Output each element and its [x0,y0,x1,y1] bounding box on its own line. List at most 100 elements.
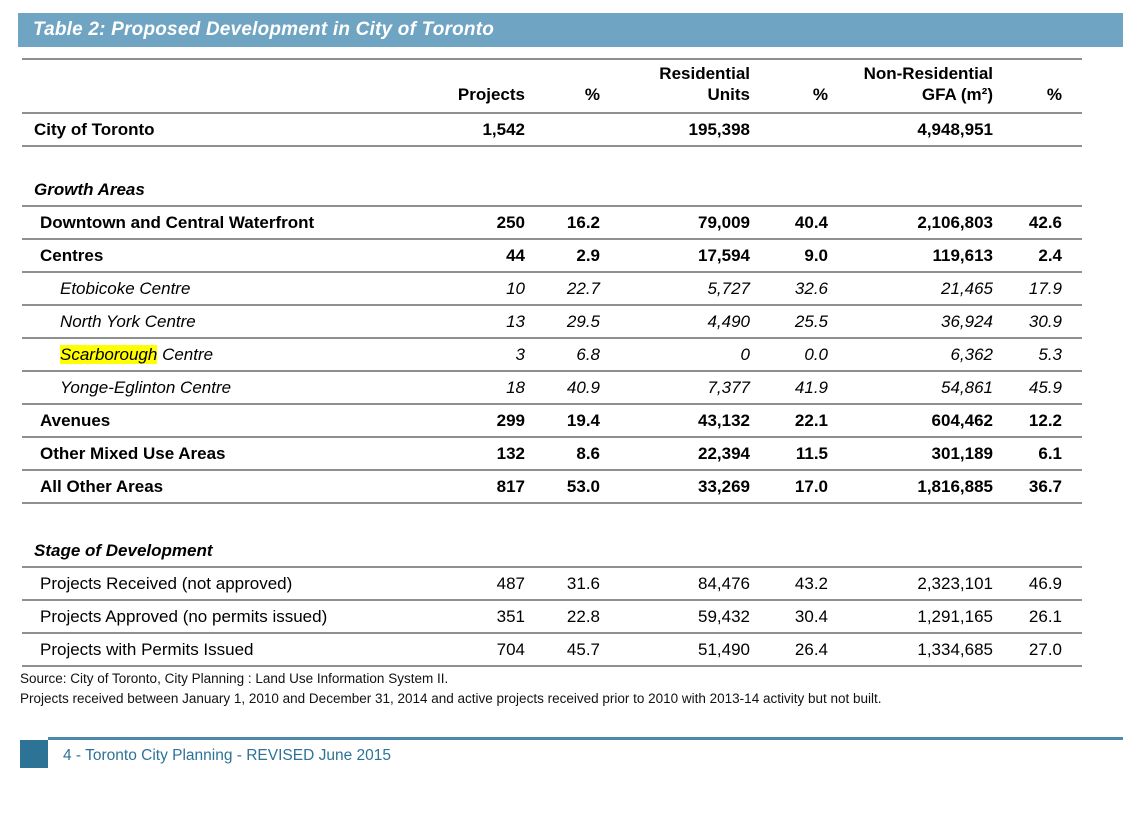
cell-projects: 351 [367,600,539,634]
cell-percent: 43.2 [764,567,842,601]
cell-percent: 30.9 [1007,305,1082,339]
spacer-row [22,503,1082,535]
cell-percent: 31.6 [539,567,614,601]
row-label: All Other Areas [22,470,367,504]
cell-percent: 2.9 [539,239,614,273]
header-percent-3: % [1007,59,1082,114]
cell-percent: 32.6 [764,272,842,306]
cell-percent: 45.7 [539,633,614,667]
row-label: Projects Approved (no permits issued) [22,600,367,634]
cell-units: 22,394 [614,437,764,471]
cell-percent: 6.8 [539,338,614,372]
cell-percent: 9.0 [764,239,842,273]
table-row-projects-permits: Projects with Permits Issued 704 45.7 51… [22,633,1082,667]
cell-projects: 3 [367,338,539,372]
table-row-all-other-areas: All Other Areas 817 53.0 33,269 17.0 1,8… [22,470,1082,504]
highlighted-text: Scarborough [60,344,158,364]
row-label: Projects Received (not approved) [22,567,367,601]
cell-projects: 13 [367,305,539,339]
cell-units: 4,490 [614,305,764,339]
cell-projects: 10 [367,272,539,306]
cell-percent: 41.9 [764,371,842,405]
source-line-1: Source: City of Toronto, City Planning :… [20,671,449,686]
cell-percent: 22.8 [539,600,614,634]
row-label: Yonge-Eglinton Centre [22,371,367,405]
section-heading-label: Growth Areas [22,174,1082,207]
cell-gfa: 6,362 [842,338,1007,372]
row-label: North York Centre [22,305,367,339]
table-title-bar: Table 2: Proposed Development in City of… [18,13,1123,47]
cell-units: 5,727 [614,272,764,306]
cell-gfa: 119,613 [842,239,1007,273]
cell-percent: 17.0 [764,470,842,504]
table-row-north-york-centre: North York Centre 13 29.5 4,490 25.5 36,… [22,305,1082,339]
cell-units: 195,398 [614,113,764,147]
row-label: Scarborough Centre [22,338,367,372]
footer-rule [48,737,1123,740]
table-row-centres: Centres 44 2.9 17,594 9.0 119,613 2.4 [22,239,1082,273]
cell-units: 43,132 [614,404,764,438]
table-row-city-of-toronto: City of Toronto 1,542 195,398 4,948,951 [22,113,1082,147]
header-projects: Projects [367,59,539,114]
cell-percent: 29.5 [539,305,614,339]
cell-percent: 36.7 [1007,470,1082,504]
header-residential-units: Residential Units [614,59,764,114]
cell-projects: 132 [367,437,539,471]
source-line-2: Projects received between January 1, 201… [20,691,882,706]
cell-percent: 26.1 [1007,600,1082,634]
section-heading-growth-areas: Growth Areas [22,174,1082,207]
table-row-yonge-eglinton-centre: Yonge-Eglinton Centre 18 40.9 7,377 41.9… [22,371,1082,405]
cell-percent: 16.2 [539,206,614,240]
cell-gfa: 36,924 [842,305,1007,339]
cell-gfa: 4,948,951 [842,113,1007,147]
cell-projects: 817 [367,470,539,504]
cell-percent: 6.1 [1007,437,1082,471]
cell-percent [539,113,614,147]
footer-accent-square [20,740,48,768]
cell-gfa: 54,861 [842,371,1007,405]
table-row-projects-received: Projects Received (not approved) 487 31.… [22,567,1082,601]
cell-gfa: 604,462 [842,404,1007,438]
cell-percent: 25.5 [764,305,842,339]
cell-projects: 1,542 [367,113,539,147]
cell-percent: 12.2 [1007,404,1082,438]
cell-units: 17,594 [614,239,764,273]
cell-gfa: 1,816,885 [842,470,1007,504]
cell-percent: 45.9 [1007,371,1082,405]
table-title: Table 2: Proposed Development in City of… [33,19,495,40]
cell-percent: 42.6 [1007,206,1082,240]
cell-percent: 2.4 [1007,239,1082,273]
cell-projects: 44 [367,239,539,273]
cell-percent: 46.9 [1007,567,1082,601]
cell-percent [764,113,842,147]
footer-page-label: 4 - Toronto City Planning - REVISED June… [63,747,391,764]
source-notes: Source: City of Toronto, City Planning :… [20,669,882,709]
cell-projects: 704 [367,633,539,667]
header-percent-1: % [539,59,614,114]
row-label: Other Mixed Use Areas [22,437,367,471]
cell-projects: 487 [367,567,539,601]
cell-projects: 250 [367,206,539,240]
cell-percent [1007,113,1082,147]
cell-units: 79,009 [614,206,764,240]
cell-gfa: 1,291,165 [842,600,1007,634]
section-heading-stage-of-development: Stage of Development [22,535,1082,568]
cell-percent: 11.5 [764,437,842,471]
cell-units: 0 [614,338,764,372]
row-label: City of Toronto [22,113,367,147]
table-header-row: Projects % Residential Units % Non-Resid… [22,59,1082,114]
cell-percent: 27.0 [1007,633,1082,667]
cell-percent: 19.4 [539,404,614,438]
row-label: Avenues [22,404,367,438]
section-heading-label: Stage of Development [22,535,1082,568]
row-label: Projects with Permits Issued [22,633,367,667]
development-table: Projects % Residential Units % Non-Resid… [22,58,1082,667]
table-row-other-mixed-use: Other Mixed Use Areas 132 8.6 22,394 11.… [22,437,1082,471]
label-rest: Centre [157,344,214,364]
cell-units: 51,490 [614,633,764,667]
cell-gfa: 2,323,101 [842,567,1007,601]
cell-units: 7,377 [614,371,764,405]
cell-percent: 22.1 [764,404,842,438]
cell-projects: 18 [367,371,539,405]
cell-percent: 40.9 [539,371,614,405]
